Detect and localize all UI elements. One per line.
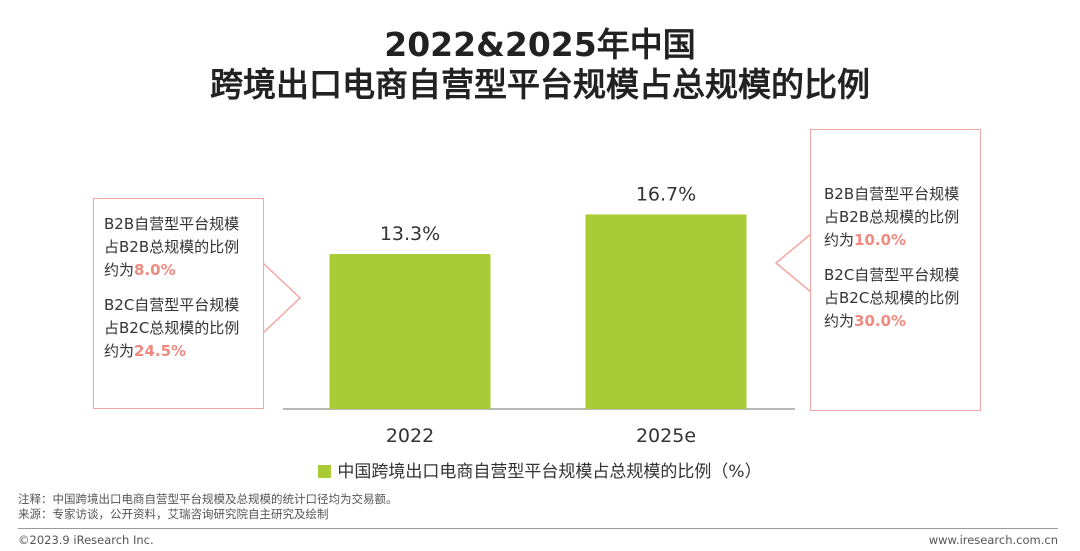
legend-label: 中国跨境出口电商自营型平台规模占总规模的比例（%） xyxy=(337,462,762,482)
left-b2b-value: 8.0% xyxy=(134,261,176,279)
left-b2c-line2: 占B2C总规模的比例 xyxy=(104,319,240,337)
bar-2022 xyxy=(329,254,491,409)
right-b2b-line1: B2B自营型平台规模 xyxy=(824,185,960,203)
bar-2025e xyxy=(585,214,747,409)
website-text: www.iresearch.com.cn xyxy=(928,533,1058,547)
right-b2c-line1: B2C自营型平台规模 xyxy=(824,266,960,284)
value-label-2022: 13.3% xyxy=(380,223,440,245)
right-b2c-prefix: 约为 xyxy=(824,312,855,330)
chart-legend: 中国跨境出口电商自营型平台规模占总规模的比例（%） xyxy=(0,461,1080,483)
footnote-note: 注释：中国跨境出口电商自营型平台规模及总规模的统计口径均为交易额。 xyxy=(18,492,398,506)
left-b2c-line1: B2C自营型平台规模 xyxy=(104,296,240,314)
right-callout-box: B2B自营型平台规模 占B2B总规模的比例 约为10.0% B2C自营型平台规模… xyxy=(810,129,981,411)
chart-title-line1: 2022&2025年中国 xyxy=(384,25,696,64)
chart-title-line2: 跨境出口电商自营型平台规模占总规模的比例 xyxy=(210,65,870,104)
left-b2b-line1: B2B自营型平台规模 xyxy=(104,215,240,233)
footer-divider xyxy=(18,528,1058,529)
value-label-2025e: 16.7% xyxy=(636,183,696,205)
left-b2b-line2: 占B2B总规模的比例 xyxy=(104,238,240,256)
left-b2c-value: 24.5% xyxy=(134,342,187,360)
right-b2b-line2: 占B2B总规模的比例 xyxy=(824,208,960,226)
right-b2b-value: 10.0% xyxy=(854,231,907,249)
legend-swatch xyxy=(318,465,332,478)
right-b2c-value: 30.0% xyxy=(854,312,907,330)
right-callout-pointer xyxy=(774,232,812,294)
copyright-text: ©2023.9 iResearch Inc. xyxy=(18,533,154,547)
right-b2c-line2: 占B2C总规模的比例 xyxy=(824,289,960,307)
right-b2b-note: B2B自营型平台规模 占B2B总规模的比例 约为10.0% xyxy=(824,183,980,252)
footnote-source: 来源：专家访谈，公开资料，艾瑞咨询研究院自主研究及绘制 xyxy=(18,507,329,521)
left-b2b-note: B2B自营型平台规模 占B2B总规模的比例 约为8.0% xyxy=(104,213,263,282)
left-callout-box: B2B自营型平台规模 占B2B总规模的比例 约为8.0% B2C自营型平台规模 … xyxy=(93,198,264,409)
left-b2c-note: B2C自营型平台规模 占B2C总规模的比例 约为24.5% xyxy=(104,294,263,363)
left-b2b-prefix: 约为 xyxy=(104,261,135,279)
left-b2c-prefix: 约为 xyxy=(104,342,135,360)
left-callout-pointer xyxy=(262,261,302,335)
category-label-2022: 2022 xyxy=(386,425,434,447)
right-b2c-note: B2C自营型平台规模 占B2C总规模的比例 约为30.0% xyxy=(824,264,980,333)
category-label-2025e: 2025e xyxy=(636,425,696,447)
right-b2b-prefix: 约为 xyxy=(824,231,855,249)
